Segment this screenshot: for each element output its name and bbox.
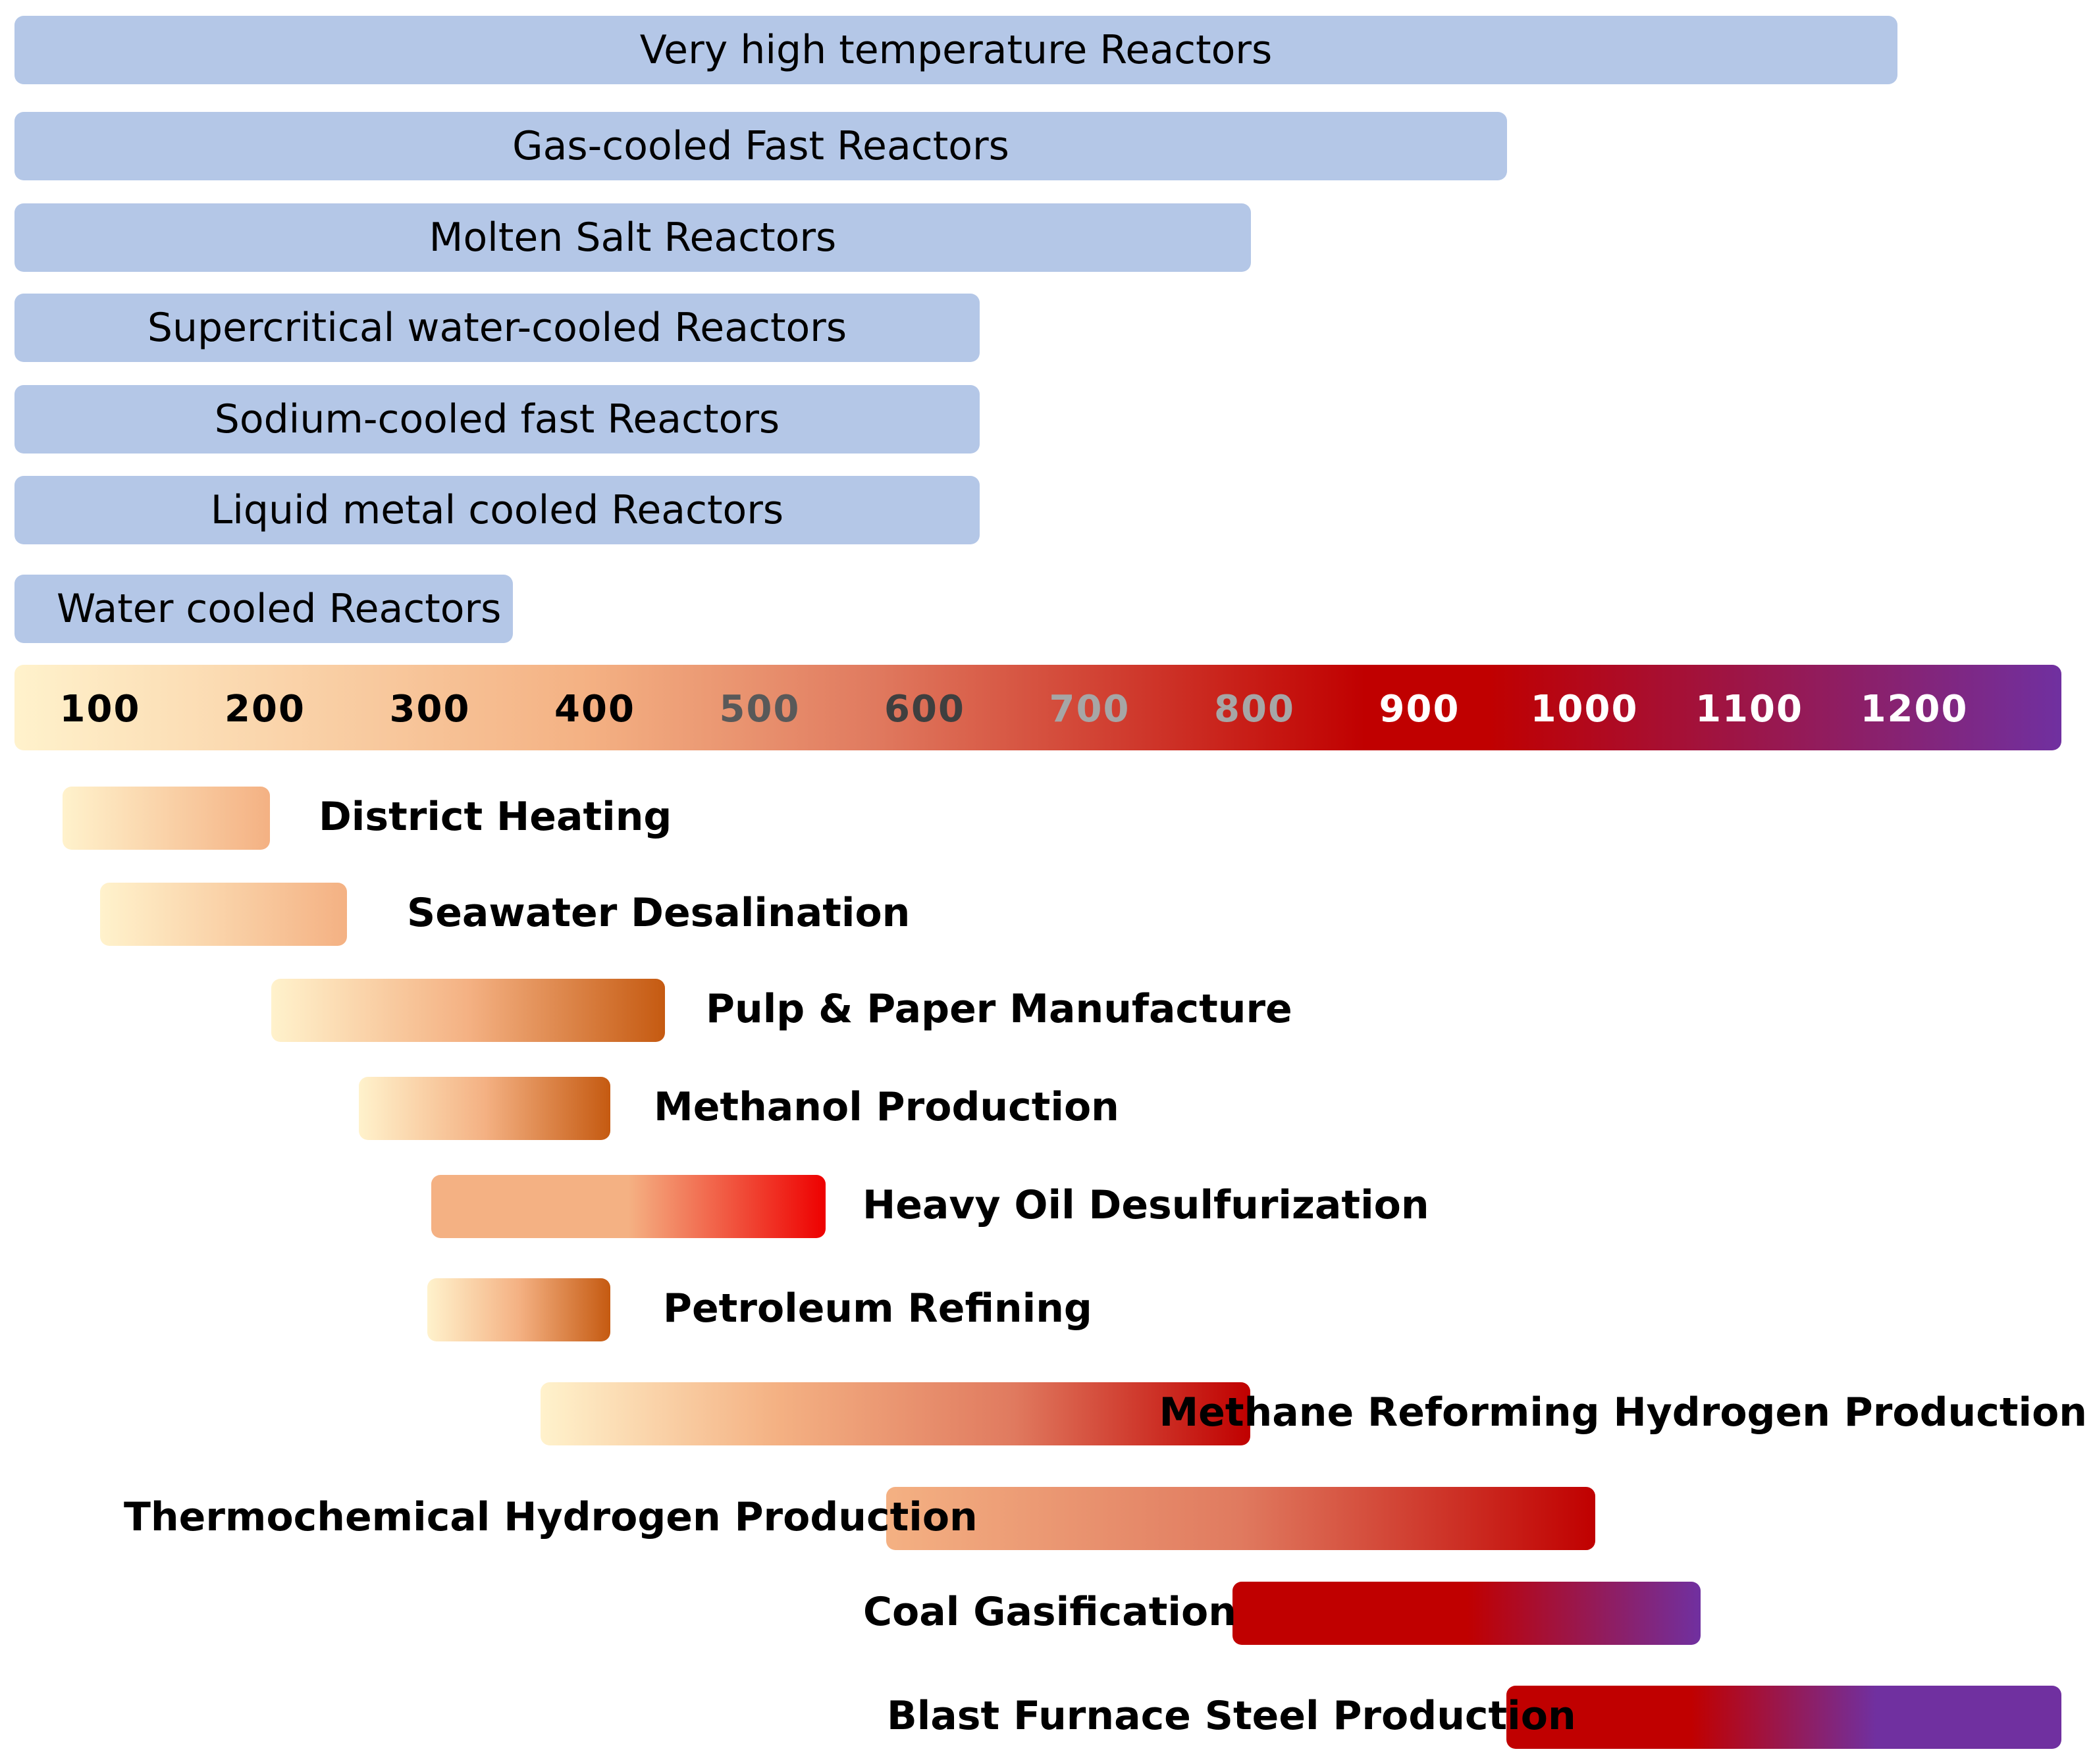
scale-tick-label: 600: [884, 688, 965, 731]
scale-tick-label: 1200: [1860, 688, 1969, 731]
application-bar: [359, 1077, 610, 1140]
application-label: Methane Reforming Hydrogen Production: [1159, 1389, 2087, 1436]
reactor-bar: Supercritical water-cooled Reactors: [14, 294, 980, 362]
application-label: Methanol Production: [654, 1084, 1119, 1130]
scale-tick-label: 100: [59, 688, 141, 731]
application-label: Seawater Desalination: [407, 890, 911, 936]
application-label: Petroleum Refining: [663, 1285, 1092, 1332]
scale-tick-label: 900: [1379, 688, 1460, 731]
reactor-bar: Molten Salt Reactors: [14, 203, 1251, 272]
application-bar: [271, 979, 665, 1042]
application-bar: [541, 1382, 1250, 1445]
scale-tick-label: 500: [719, 688, 801, 731]
scale-tick-label: 1100: [1695, 688, 1803, 731]
application-bar: [1506, 1686, 2061, 1749]
reactor-bar: Sodium-cooled fast Reactors: [14, 385, 980, 454]
application-label: Coal Gasification: [863, 1589, 1236, 1635]
application-label: Blast Furnace Steel Production: [887, 1693, 1576, 1739]
reactor-bar: Gas-cooled Fast Reactors: [14, 112, 1507, 180]
scale-tick-label: 400: [554, 688, 635, 731]
application-label: Pulp & Paper Manufacture: [706, 986, 1292, 1032]
application-bar: [1232, 1582, 1701, 1645]
reactor-bar: Water cooled Reactors: [14, 575, 513, 643]
scale-tick-label: 1000: [1530, 688, 1639, 731]
scale-tick-label: 800: [1214, 688, 1295, 731]
application-bar: [427, 1278, 610, 1341]
application-bar: [63, 787, 270, 850]
scale-tick-label: 300: [389, 688, 471, 731]
application-label: Heavy Oil Desulfurization: [862, 1182, 1429, 1228]
application-label: Thermochemical Hydrogen Production: [124, 1494, 978, 1540]
application-bar: [886, 1487, 1595, 1550]
application-label: District Heating: [319, 794, 672, 840]
scale-tick-label: 200: [225, 688, 305, 731]
temperature-scale-bar: [14, 665, 2061, 750]
reactor-bar: Very high temperature Reactors: [14, 16, 1897, 84]
application-bar: [431, 1175, 826, 1238]
reactor-bar: Liquid metal cooled Reactors: [14, 476, 980, 544]
application-bar: [100, 883, 347, 946]
scale-tick-label: 700: [1049, 688, 1130, 731]
